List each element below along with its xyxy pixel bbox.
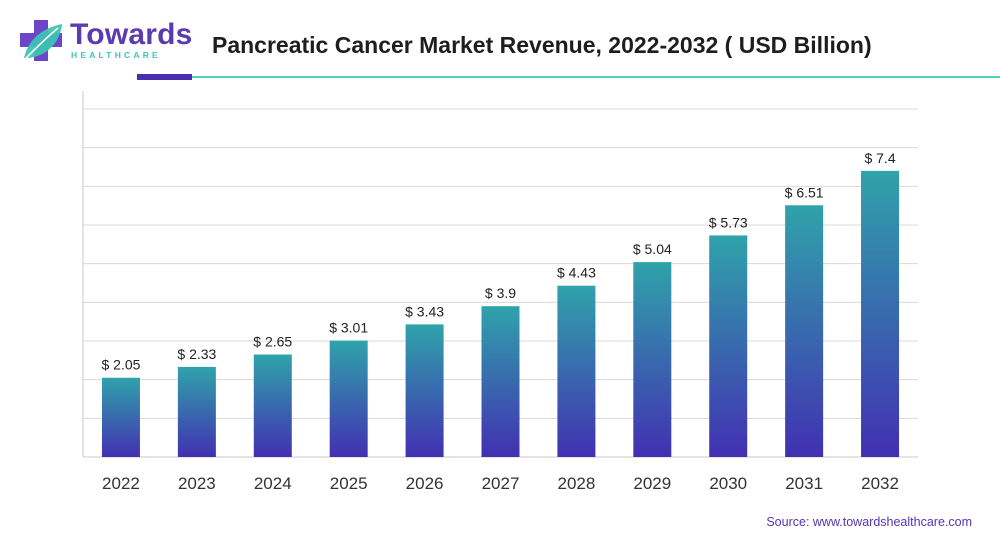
chart-title: Pancreatic Cancer Market Revenue, 2022-2… [212, 32, 872, 58]
bar-2026 [405, 324, 444, 457]
x-tick-2025: 2025 [330, 474, 368, 493]
brand-subname: HEALTHCARE [71, 50, 161, 60]
data-label-2025: $ 3.01 [329, 320, 368, 336]
x-tick-2027: 2027 [482, 474, 520, 493]
data-label-2032: $ 7.4 [864, 150, 895, 166]
x-tick-2023: 2023 [178, 474, 216, 493]
x-tick-2032: 2032 [861, 474, 899, 493]
header-divider [192, 76, 1000, 78]
x-tick-2024: 2024 [254, 474, 292, 493]
x-tick-2026: 2026 [406, 474, 444, 493]
data-label-2031: $ 6.51 [785, 184, 824, 200]
logo [18, 18, 178, 66]
medical-cross-leaf-icon [20, 20, 62, 61]
data-labels: $ 2.05 $ 2.33 $ 2.65 $ 3.01 $ 3.43 $ 3.9 $ 4.4… [101, 150, 895, 373]
bar-2024 [253, 354, 292, 457]
x-tick-labels: 2022 2023 2024 2025 2026 2027 2028 2029 2030 2031… [102, 474, 899, 493]
bar-2028 [557, 285, 596, 457]
data-label-2026: $ 3.43 [405, 303, 444, 319]
data-label-2028: $ 4.43 [557, 265, 596, 281]
x-tick-2031: 2031 [785, 474, 823, 493]
bar-2023 [177, 366, 216, 457]
bar-2032 [861, 170, 900, 457]
data-label-2027: $ 3.9 [485, 285, 516, 301]
x-tick-2022: 2022 [102, 474, 140, 493]
x-tick-2030: 2030 [709, 474, 747, 493]
source-credit: Source: www.towardshealthcare.com [766, 515, 972, 529]
bar-2031 [785, 205, 824, 457]
data-label-2022: $ 2.05 [101, 357, 140, 373]
data-label-2029: $ 5.04 [633, 241, 672, 257]
bar-2025 [329, 340, 368, 457]
brand-name: Towards [70, 18, 193, 51]
bar-2029 [633, 262, 672, 457]
gridlines [83, 108, 918, 458]
bar-2027 [481, 306, 520, 457]
bar-2022 [101, 377, 140, 457]
x-tick-2028: 2028 [557, 474, 595, 493]
data-label-2030: $ 5.73 [709, 214, 748, 230]
x-tick-2029: 2029 [633, 474, 671, 493]
data-label-2023: $ 2.33 [177, 346, 216, 362]
header-accent-rule [137, 74, 192, 80]
data-label-2024: $ 2.65 [253, 334, 292, 350]
bar-2030 [709, 235, 748, 457]
bars [101, 170, 900, 457]
